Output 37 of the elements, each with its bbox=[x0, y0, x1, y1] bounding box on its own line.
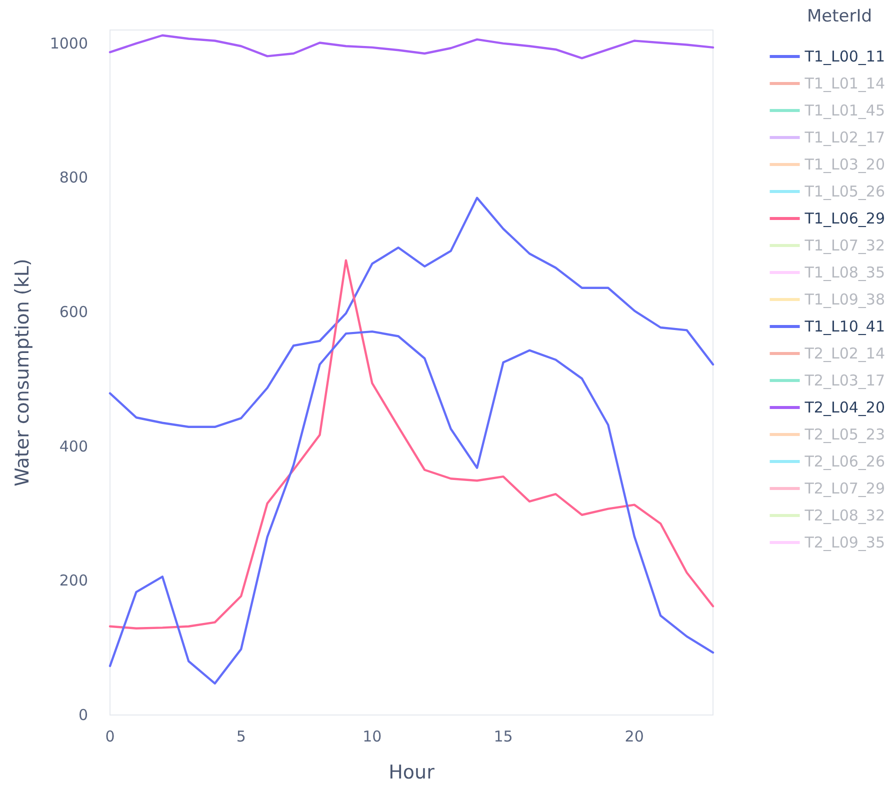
legend-label: T1_L08_35 bbox=[804, 264, 886, 282]
legend-label: T2_L05_23 bbox=[804, 426, 886, 444]
y-tick-label: 1000 bbox=[50, 34, 88, 52]
line-series bbox=[108, 196, 714, 428]
y-tick-label: 400 bbox=[59, 437, 88, 456]
legend-label: T1_L06_29 bbox=[804, 210, 886, 228]
y-tick-label: 800 bbox=[59, 168, 88, 187]
legend-label: T2_L08_32 bbox=[804, 506, 886, 524]
x-axis-title: Hour bbox=[388, 762, 435, 784]
legend-label: T2_L02_14 bbox=[804, 344, 886, 362]
legend-label: T1_L09_38 bbox=[804, 290, 886, 308]
legend-label: T2_L09_35 bbox=[804, 534, 886, 552]
line-series bbox=[108, 34, 714, 60]
x-tick-label: 5 bbox=[236, 728, 246, 746]
legend-title: MeterId bbox=[806, 6, 872, 26]
legend-label: T2_L07_29 bbox=[804, 480, 886, 498]
line-series bbox=[108, 330, 714, 685]
legend-label: T1_L03_20 bbox=[804, 156, 886, 174]
legend-label: T1_L05_26 bbox=[804, 182, 886, 200]
y-tick-label: 0 bbox=[78, 706, 88, 724]
line-series bbox=[108, 259, 714, 630]
legend-label: T1_L07_32 bbox=[804, 236, 886, 254]
x-tick-label: 15 bbox=[494, 728, 513, 746]
y-tick-label: 600 bbox=[59, 303, 88, 322]
legend-label: T1_L01_14 bbox=[804, 74, 886, 92]
legend-label: T2_L03_17 bbox=[804, 372, 886, 390]
legend-label: T2_L04_20 bbox=[804, 398, 886, 416]
x-tick-label: 0 bbox=[105, 728, 115, 746]
y-axis-title: Water consumption (kL) bbox=[12, 258, 34, 486]
x-tick-label: 20 bbox=[624, 728, 644, 746]
x-tick-label: 10 bbox=[362, 728, 382, 746]
legend-label: T1_L02_17 bbox=[804, 128, 886, 146]
legend-label: T2_L06_26 bbox=[804, 452, 886, 470]
legend-label: T1_L10_41 bbox=[804, 318, 886, 336]
legend-label: T1_L00_11 bbox=[804, 48, 886, 66]
legend-label: T1_L01_45 bbox=[804, 102, 886, 120]
y-tick-label: 200 bbox=[59, 572, 88, 590]
